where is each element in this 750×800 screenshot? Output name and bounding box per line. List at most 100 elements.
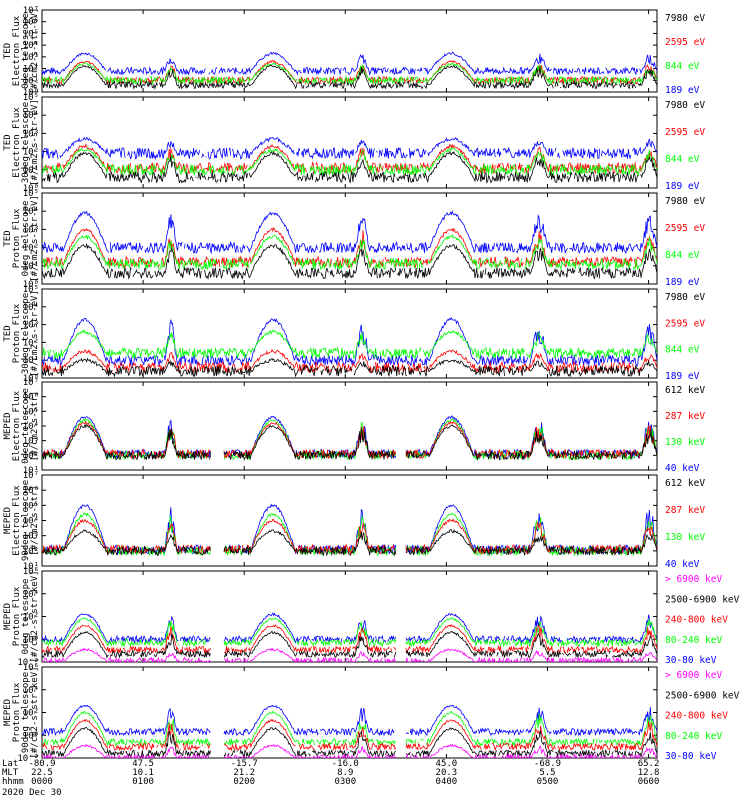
y-axis-label: TEDProton Flux0deg telescope[#/cm2-s-str… [3, 195, 40, 282]
legend-entry: 2595 eV [665, 318, 705, 329]
series-line-red [42, 624, 657, 655]
y-axis-label: TEDElectron Flux0deg telescope[#/cm2-s-s… [3, 8, 40, 95]
legend-entry: 130 keV [665, 532, 705, 543]
series-line-black [42, 630, 657, 659]
y-tick-label: 10⁷ [23, 6, 39, 16]
legend-entry: 2595 eV [665, 37, 705, 48]
y-tick-label: 10⁴ [23, 422, 39, 432]
y-axis-label-line: 30deg telescope [21, 293, 31, 374]
panel-frame [41, 192, 658, 285]
y-tick-label: 10¹ [23, 466, 39, 476]
legend-entry: 2500-6900 keV [665, 690, 740, 701]
series-line-green [42, 710, 657, 748]
y-tick-label: 10⁴ [23, 686, 39, 696]
y-tick-label: 10⁰ [23, 184, 39, 194]
series-line-blue [42, 704, 657, 737]
y-axis-label-line: Electron Flux [12, 390, 22, 461]
y-axis-label-line: MEPED [3, 603, 13, 630]
y-tick-label: 10³ [23, 437, 39, 447]
y-tick-label: 10⁴ [23, 207, 39, 217]
y-tick-label: 10⁶ [23, 663, 39, 673]
x-tick-hhmm: 0600 [638, 777, 660, 787]
y-tick-label: 10² [23, 65, 39, 75]
x-tick-mlt: 20.3 [436, 768, 458, 778]
series-group [42, 415, 657, 462]
series-line-green [42, 617, 657, 648]
y-tick-label: 10⁵ [23, 29, 39, 39]
series-group [42, 210, 657, 280]
y-axis-label-line: 0deg telescope [21, 201, 31, 277]
y-tick-label: 10³ [23, 129, 39, 139]
y-tick-label: 10⁴ [23, 517, 39, 527]
y-axis-label-line: 0deg telescope [21, 579, 31, 655]
y-tick-label: 10¹ [23, 166, 39, 176]
y-tick-label: 10² [23, 451, 39, 461]
x-tick-mlt: 22.5 [31, 768, 53, 778]
x-tick-mlt: 21.2 [233, 768, 255, 778]
y-tick-label: 10³ [23, 225, 39, 235]
y-tick-label: 10⁵ [23, 285, 39, 295]
y-axis-label-line: [#/cm2-s-str-keV] [30, 666, 40, 758]
series-line-red [42, 718, 657, 752]
x-tick-lat: 65.2 [638, 759, 660, 769]
y-axis-label-line: Proton Flux [12, 586, 22, 646]
series-line-red [42, 518, 657, 556]
y-axis-label-line: Electron Flux [12, 485, 22, 556]
y-axis-label-line: 90deg telescope [21, 672, 31, 753]
y-tick-label: 10⁵ [23, 407, 39, 417]
y-axis-label-line: TED [3, 325, 13, 341]
y-tick-label: 10⁷ [23, 471, 39, 481]
legend-entry: 189 eV [665, 371, 700, 382]
x-tick-lat: -68.9 [534, 759, 561, 769]
series-line-black [42, 528, 657, 557]
legend-entry: 189 eV [665, 181, 700, 192]
y-tick-label: 10¹ [23, 562, 39, 572]
series-group [42, 612, 657, 662]
y-tick-label: 10² [23, 613, 39, 623]
x-tick-lat: -16.0 [332, 759, 359, 769]
series-group [42, 51, 657, 90]
y-axis-label-line: [#/cm2-s-str-keV] [30, 570, 40, 662]
legend-entry: > 6900 keV [665, 670, 722, 681]
series-line-blue [42, 51, 657, 76]
y-axis-label-line: TED [3, 43, 13, 59]
y-axis-label-line: [#/cm2-s-str-eV] [30, 99, 40, 186]
axis-row-label: MLT [2, 768, 19, 778]
x-tick-hhmm: 0300 [334, 777, 356, 787]
legend-entry: 189 eV [665, 277, 700, 288]
x-tick-mlt: 10.1 [132, 768, 154, 778]
legend-entry: 844 eV [665, 345, 700, 356]
y-tick-label: 10⁵ [23, 501, 39, 511]
y-axis-label: TEDProton Flux30deg telescope[#/cm2-s-st… [3, 290, 40, 377]
legend-entry: 80-240 keV [665, 635, 722, 646]
y-axis-label-line: Proton Flux [12, 682, 22, 742]
legend-entry: 130 keV [665, 437, 705, 448]
y-axis-label: MEPEDProton Flux90deg telescope[#/cm2-s-… [3, 666, 40, 758]
y-axis-label-line: Proton Flux [12, 303, 22, 363]
y-axis-label-line: 90deg telescope [21, 480, 31, 561]
legend-entry: 2500-6900 keV [665, 594, 740, 605]
y-tick-label: 10⁶ [23, 567, 39, 577]
y-tick-label: 10⁴ [23, 590, 39, 600]
y-tick-label: 10⁶ [23, 393, 39, 403]
y-axis-label-line: [#/cm2-s-str] [30, 485, 40, 555]
y-axis-label: MEPEDElectron Flux90deg telescope[#/cm2-… [3, 480, 40, 561]
x-tick-mlt: 5.5 [539, 768, 555, 778]
series-group [42, 317, 657, 378]
y-axis-label: TEDElectron Flux30deg telescope[#/cm2-s-… [3, 99, 40, 186]
x-tick-mlt: 8.9 [337, 768, 353, 778]
series-line-blue [42, 210, 657, 255]
legend-entry: 844 eV [665, 250, 700, 261]
y-tick-label: 10¹ [23, 76, 39, 86]
x-tick-hhmm: 0200 [233, 777, 255, 787]
legend-entry: 7980 eV [665, 292, 705, 303]
legend-entry: 7980 eV [665, 196, 705, 207]
series-group [42, 503, 657, 557]
legend-entry: 612 keV [665, 478, 705, 489]
legend-entry: 844 eV [665, 61, 700, 72]
